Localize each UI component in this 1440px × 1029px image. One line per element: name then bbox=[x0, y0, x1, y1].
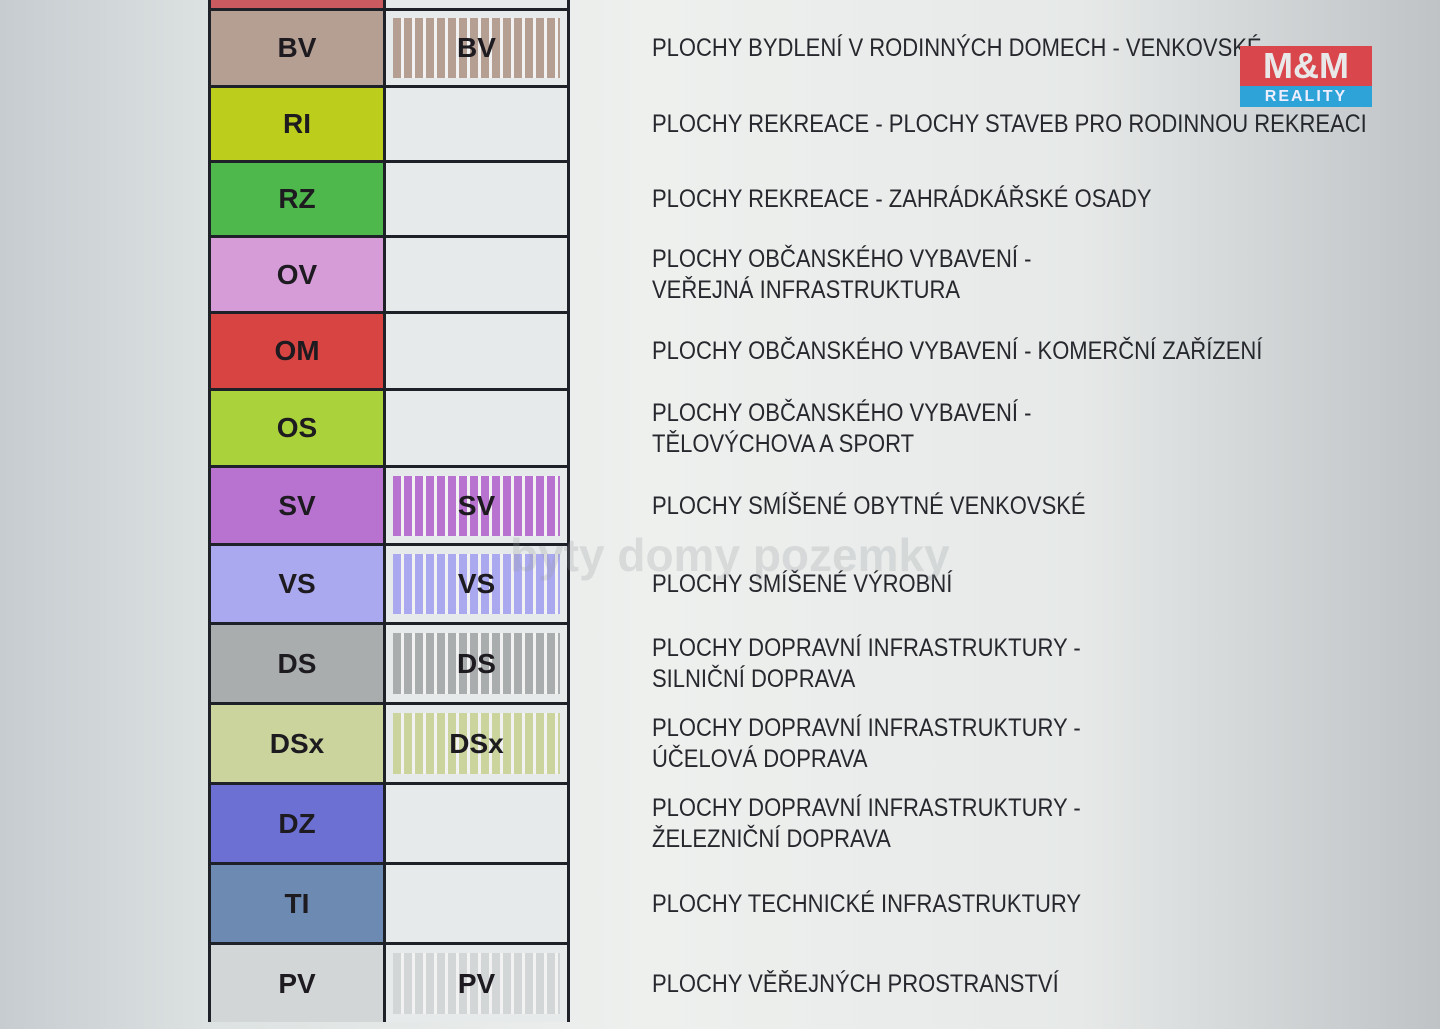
mm-reality-logo: M&M REALITY bbox=[1240, 46, 1372, 108]
color-swatch: DSx bbox=[211, 705, 386, 782]
legend-row: RI bbox=[211, 85, 567, 160]
logo-bottom: REALITY bbox=[1240, 86, 1372, 107]
hatch-swatch-cell bbox=[386, 88, 567, 160]
code-label: SV bbox=[278, 489, 316, 521]
legend-row: TI bbox=[211, 862, 567, 942]
code-label: PV bbox=[457, 967, 496, 999]
hatch-swatch-cell bbox=[386, 865, 567, 942]
hatch-pattern: PV bbox=[393, 952, 560, 1015]
legend-row: OS bbox=[211, 388, 567, 465]
legend-row: DSx DSx bbox=[211, 702, 567, 782]
legend-row: BV BV bbox=[211, 8, 567, 85]
code-label: OM bbox=[274, 335, 320, 366]
legend-row: DZ bbox=[211, 782, 567, 862]
code-label: DSx bbox=[269, 727, 325, 759]
legend-row bbox=[211, 0, 567, 8]
logo-top: M&M bbox=[1240, 46, 1372, 86]
code-label: BV bbox=[457, 32, 496, 63]
color-swatch: RZ bbox=[211, 163, 386, 235]
legend-description: PLOCHY DOPRAVNÍ INFRASTRUKTURY - ŽELEZNI… bbox=[652, 794, 1081, 853]
legend-description: PLOCHY SMÍŠENÉ VÝROBNÍ bbox=[652, 570, 953, 598]
legend-description: PLOCHY BYDLENÍ V RODINNÝCH DOMECH - VENK… bbox=[652, 34, 1262, 62]
code-label: RI bbox=[283, 108, 311, 139]
hatch-pattern: BV bbox=[393, 18, 560, 78]
legend-description: PLOCHY DOPRAVNÍ INFRASTRUKTURY - SILNIČN… bbox=[652, 634, 1081, 693]
code-label: DS bbox=[277, 647, 317, 679]
color-swatch: SV bbox=[211, 468, 386, 543]
code-label: DSx bbox=[449, 727, 504, 759]
legend-table: BV BV RI RZ OV OM OS SV SV VS VS DS DS DSx DSx DZ TI PV PV bbox=[208, 0, 570, 1022]
hatch-swatch-cell: DS bbox=[386, 625, 567, 702]
hatch-swatch-cell: SV bbox=[386, 468, 567, 543]
legend-description: PLOCHY VĚŘEJNÝCH PROSTRANSTVÍ bbox=[652, 969, 1059, 998]
legend-row: DS DS bbox=[211, 622, 567, 702]
code-label: SV bbox=[457, 489, 496, 521]
legend-description: PLOCHY OBČANSKÉHO VYBAVENÍ - TĚLOVÝCHOVA… bbox=[652, 398, 1032, 458]
legend-description: PLOCHY TECHNICKÉ INFRASTRUKTURY bbox=[652, 889, 1082, 918]
hatch-swatch-cell bbox=[386, 314, 567, 388]
legend-row: VS VS bbox=[211, 543, 567, 622]
color-swatch: PV bbox=[211, 945, 386, 1022]
code-label: BV bbox=[277, 32, 317, 63]
color-swatch: OM bbox=[211, 314, 386, 388]
watermark: byty domy pozemky bbox=[510, 529, 950, 581]
hatch-pattern: DSx bbox=[393, 712, 560, 775]
code-label: DS bbox=[457, 647, 496, 679]
legend-description: PLOCHY OBČANSKÉHO VYBAVENÍ - VEŘEJNÁ INF… bbox=[652, 245, 1032, 304]
color-swatch bbox=[211, 0, 386, 8]
code-label: OV bbox=[276, 258, 318, 290]
legend-description: PLOCHY SMÍŠENÉ OBYTNÉ VENKOVSKÉ bbox=[652, 491, 1086, 520]
hatch-pattern: SV bbox=[393, 475, 560, 536]
hatch-swatch-cell: DSx bbox=[386, 705, 567, 782]
hatch-swatch-cell bbox=[386, 163, 567, 235]
code-label: PV bbox=[278, 967, 316, 999]
code-label: RZ bbox=[278, 183, 316, 214]
code-label: TI bbox=[284, 887, 310, 919]
color-swatch: OV bbox=[211, 238, 386, 311]
color-swatch: BV bbox=[211, 11, 386, 85]
legend-description: PLOCHY REKREACE - ZAHRÁDKÁŘSKÉ OSADY bbox=[652, 185, 1152, 213]
code-label: OS bbox=[276, 412, 318, 443]
hatch-swatch-cell bbox=[386, 0, 567, 8]
color-swatch: DS bbox=[211, 625, 386, 702]
hatch-swatch-cell bbox=[386, 785, 567, 862]
hatch-swatch-cell: VS bbox=[386, 546, 567, 622]
hatch-swatch-cell bbox=[386, 238, 567, 311]
legend-description: PLOCHY DOPRAVNÍ INFRASTRUKTURY - ÚČELOVÁ… bbox=[652, 714, 1081, 773]
code-label: VS bbox=[457, 567, 496, 599]
color-swatch: RI bbox=[211, 88, 386, 160]
legend-row: SV SV bbox=[211, 465, 567, 543]
color-swatch: DZ bbox=[211, 785, 386, 862]
hatch-pattern: VS bbox=[393, 553, 560, 615]
hatch-swatch-cell: PV bbox=[386, 945, 567, 1022]
legend-description: PLOCHY OBČANSKÉHO VYBAVENÍ - KOMERČNÍ ZA… bbox=[652, 337, 1263, 365]
color-swatch: VS bbox=[211, 546, 386, 622]
code-label: DZ bbox=[278, 807, 316, 839]
legend-description: PLOCHY REKREACE - PLOCHY STAVEB PRO RODI… bbox=[652, 110, 1367, 138]
legend-row: OV bbox=[211, 235, 567, 311]
color-swatch: TI bbox=[211, 865, 386, 942]
hatch-pattern: DS bbox=[393, 632, 560, 695]
legend-row: PV PV bbox=[211, 942, 567, 1022]
code-label: VS bbox=[278, 568, 316, 599]
color-swatch: OS bbox=[211, 391, 386, 465]
hatch-swatch-cell: BV bbox=[386, 11, 567, 85]
legend-row: OM bbox=[211, 311, 567, 388]
legend-row: RZ bbox=[211, 160, 567, 235]
hatch-swatch-cell bbox=[386, 391, 567, 465]
